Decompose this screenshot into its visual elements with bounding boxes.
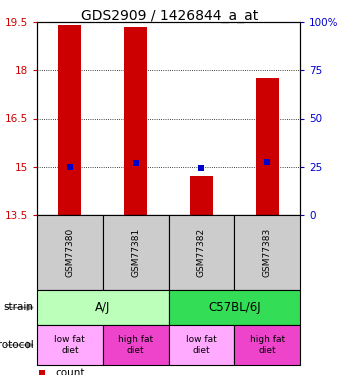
Bar xyxy=(169,290,300,325)
Bar xyxy=(37,215,103,290)
Bar xyxy=(234,215,300,290)
Bar xyxy=(37,325,103,365)
Text: protocol: protocol xyxy=(0,340,34,350)
Text: GSM77380: GSM77380 xyxy=(65,228,74,277)
Bar xyxy=(234,325,300,365)
Text: high fat
diet: high fat diet xyxy=(250,335,285,355)
Bar xyxy=(169,325,234,365)
Text: low fat
diet: low fat diet xyxy=(54,335,85,355)
Text: strain: strain xyxy=(4,303,34,312)
Bar xyxy=(124,27,147,215)
Bar xyxy=(103,325,169,365)
Text: count: count xyxy=(55,368,85,375)
Text: GDS2909 / 1426844_a_at: GDS2909 / 1426844_a_at xyxy=(81,9,259,23)
Bar xyxy=(169,215,234,290)
Bar xyxy=(190,176,213,215)
Bar xyxy=(37,290,169,325)
Bar xyxy=(103,215,169,290)
Text: GSM77381: GSM77381 xyxy=(131,228,140,277)
Text: high fat
diet: high fat diet xyxy=(118,335,153,355)
Text: GSM77383: GSM77383 xyxy=(262,228,272,277)
Bar xyxy=(256,78,279,215)
Text: low fat
diet: low fat diet xyxy=(186,335,217,355)
Text: GSM77382: GSM77382 xyxy=(197,228,206,277)
Text: A/J: A/J xyxy=(95,301,110,314)
Bar xyxy=(58,25,81,215)
Text: C57BL/6J: C57BL/6J xyxy=(208,301,260,314)
